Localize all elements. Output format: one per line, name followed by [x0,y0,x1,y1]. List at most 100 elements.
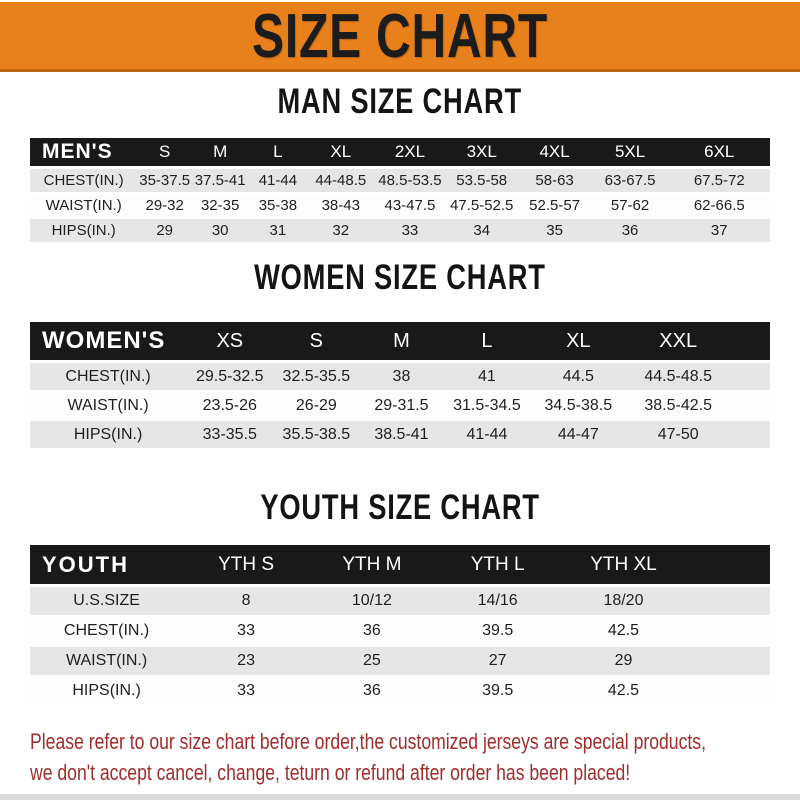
womens-hips-row: HIPS(IN.) 33-35.5 35.5-38.5 38.5-41 41-4… [30,421,770,450]
size-value-cell: 67.5-72 [668,169,770,194]
size-value-cell: 36 [591,219,669,244]
disclaimer-line-1: Please refer to our size chart before or… [30,729,706,754]
size-value-cell: 38.5-42.5 [626,392,730,421]
size-column-header: S [273,322,360,363]
size-value-cell: 10/12 [308,587,435,617]
size-value-cell: 63-67.5 [591,169,669,194]
mens-size-table: MEN'S S M L XL 2XL 3XL 4XL 5XL 6XL CHEST… [30,138,770,244]
youth-table-label: YOUTH [30,545,184,587]
youth-ussize-row: U.S.SIZE 8 10/12 14/16 18/20 [30,587,770,617]
filler-cell [686,647,770,677]
size-value-cell: 37.5-41 [192,169,249,194]
filler-cell [686,677,770,707]
size-value-cell: 47.5-52.5 [445,194,518,219]
filler-cell [729,392,770,421]
size-column-header: M [359,322,444,363]
row-label-cell: HIPS(IN.) [30,677,184,707]
youth-section-heading: YOUTH SIZE CHART [0,488,800,528]
size-value-cell: 33 [183,677,309,707]
mens-hips-row: HIPS(IN.) 29 30 31 32 33 34 35 36 37 [30,219,770,244]
size-value-cell: 31 [248,219,308,244]
row-label-cell: HIPS(IN.) [30,219,138,244]
size-value-cell: 44.5-48.5 [626,363,730,392]
filler-cell [686,617,770,647]
size-column-header: YTH L [434,545,561,587]
womens-size-table: WOMEN'S XS S M L XL XXL CHEST(IN.) 29.5-… [30,322,770,450]
size-value-cell: 44-48.5 [307,169,375,194]
size-value-cell: 33-35.5 [186,421,274,450]
size-column-header: XS [186,322,274,363]
size-value-cell: 58-63 [517,169,592,194]
size-chart-banner: SIZE CHART [0,0,800,72]
size-value-cell: 39.5 [434,617,561,647]
row-label-cell: CHEST(IN.) [30,169,138,194]
row-label-cell: WAIST(IN.) [30,194,138,219]
size-value-cell: 34 [445,219,518,244]
mens-table-label: MEN'S [30,138,138,169]
size-value-cell: 27 [434,647,561,677]
size-value-cell: 62-66.5 [668,194,770,219]
disclaimer-text: Please refer to our size chart before or… [30,726,790,788]
size-value-cell: 48.5-53.5 [374,169,446,194]
size-column-header: M [192,138,249,169]
size-column-header: YTH S [183,545,309,587]
size-value-cell: 18/20 [560,587,687,617]
women-section-heading: WOMEN SIZE CHART [0,258,800,298]
size-value-cell: 41 [443,363,531,392]
size-value-cell: 42.5 [560,677,687,707]
filler-cell [729,421,770,450]
size-value-cell: 53.5-58 [445,169,518,194]
youth-header-row: YOUTH YTH S YTH M YTH L YTH XL [30,545,770,587]
youth-section-heading-text: YOUTH SIZE CHART [260,488,540,527]
row-label-cell: CHEST(IN.) [30,617,184,647]
size-value-cell: 29-31.5 [359,392,444,421]
youth-hips-row: HIPS(IN.) 33 36 39.5 42.5 [30,677,770,707]
filler-cell [729,322,770,363]
mens-chest-row: CHEST(IN.) 35-37.5 37.5-41 41-44 44-48.5… [30,169,770,194]
size-column-header: L [248,138,308,169]
size-column-header: 5XL [591,138,669,169]
size-value-cell: 29 [560,647,687,677]
size-column-header: 3XL [445,138,518,169]
size-value-cell: 33 [374,219,446,244]
size-value-cell: 35-38 [248,194,308,219]
size-column-header: XXL [626,322,730,363]
size-column-header: S [137,138,193,169]
size-value-cell: 41-44 [443,421,531,450]
size-value-cell: 34.5-38.5 [530,392,627,421]
size-value-cell: 14/16 [434,587,561,617]
size-value-cell: 44.5 [530,363,627,392]
size-value-cell: 38 [359,363,444,392]
size-value-cell: 35 [517,219,592,244]
size-value-cell: 37 [668,219,770,244]
size-column-header: 6XL [668,138,770,169]
size-value-cell: 39.5 [434,677,561,707]
size-value-cell: 26-29 [273,392,360,421]
size-value-cell: 32.5-35.5 [273,363,360,392]
size-value-cell: 57-62 [591,194,669,219]
size-value-cell: 23.5-26 [186,392,274,421]
size-column-header: XL [307,138,375,169]
row-label-cell: WAIST(IN.) [30,392,187,421]
womens-chest-row: CHEST(IN.) 29.5-32.5 32.5-35.5 38 41 44.… [30,363,770,392]
size-value-cell: 38-43 [307,194,375,219]
size-value-cell: 36 [308,677,435,707]
disclaimer-line-2: we don't accept cancel, change, teturn o… [30,760,631,785]
youth-chest-row: CHEST(IN.) 33 36 39.5 42.5 [30,617,770,647]
mens-waist-row: WAIST(IN.) 29-32 32-35 35-38 38-43 43-47… [30,194,770,219]
page-title: SIZE CHART [252,0,548,71]
man-section-heading: MAN SIZE CHART [0,82,800,122]
size-value-cell: 29.5-32.5 [186,363,274,392]
size-value-cell: 35.5-38.5 [273,421,360,450]
size-value-cell: 33 [183,617,309,647]
size-value-cell: 47-50 [626,421,730,450]
row-label-cell: WAIST(IN.) [30,647,184,677]
size-value-cell: 30 [192,219,249,244]
size-column-header: 4XL [517,138,592,169]
mens-header-row: MEN'S S M L XL 2XL 3XL 4XL 5XL 6XL [30,138,770,169]
filler-cell [686,545,770,587]
row-label-cell: HIPS(IN.) [30,421,187,450]
filler-cell [729,363,770,392]
womens-header-row: WOMEN'S XS S M L XL XXL [30,322,770,363]
size-column-header: YTH XL [560,545,687,587]
